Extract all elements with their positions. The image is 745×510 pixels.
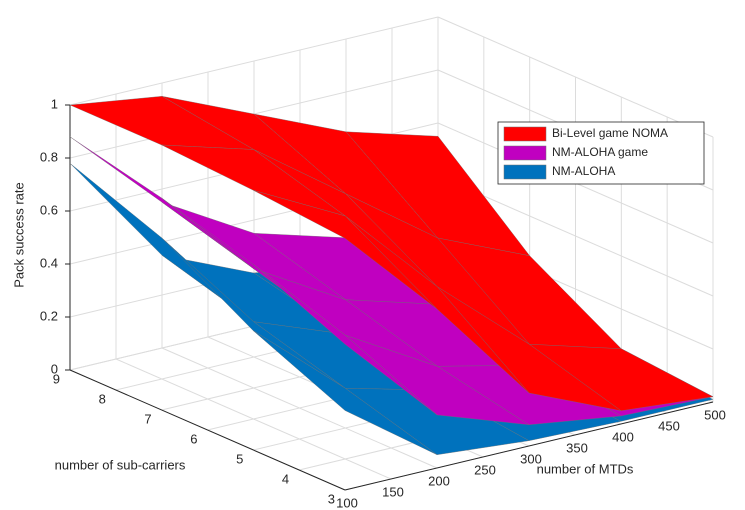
y-tick-label: 9 [53, 371, 60, 386]
y-axis-label: number of sub-carriers [55, 457, 186, 472]
legend-swatch [503, 164, 547, 180]
axis-line [344, 401, 714, 491]
x-tick-label: 200 [428, 473, 450, 488]
z-tick-label: 1 [51, 96, 58, 111]
x-tick-label: 150 [382, 484, 404, 499]
y-tick-label: 8 [99, 391, 106, 406]
x-tick-label: 450 [658, 418, 680, 433]
x-tick-label: 350 [566, 440, 588, 455]
z-tick-label: 0 [51, 361, 58, 376]
axis-line [69, 369, 346, 491]
z-tick-label: 0.6 [40, 202, 58, 217]
y-tick-label: 4 [282, 471, 289, 486]
x-tick-label: 250 [474, 462, 496, 477]
y-tick-label: 3 [328, 491, 335, 506]
surface-patch [253, 330, 438, 455]
legend: Bi-Level game NOMA NM-ALOHA game NM-ALOHA [497, 121, 705, 185]
x-axis-label: number of MTDs [537, 461, 634, 476]
legend-label: Bi-Level game NOMA [552, 126, 668, 140]
z-tick-label: 0.4 [40, 255, 58, 270]
legend-swatch [503, 145, 547, 161]
legend-swatch [503, 126, 547, 142]
surface-patch [253, 190, 438, 310]
x-tick-label: 400 [612, 429, 634, 444]
y-tick-label: 7 [144, 411, 151, 426]
z-tick-label: 0.8 [40, 149, 58, 164]
x-tick-label: 300 [520, 451, 542, 466]
z-tick-label: 0.2 [40, 308, 58, 323]
y-tick-label: 6 [190, 431, 197, 446]
x-tick-label: 500 [704, 407, 726, 422]
x-tick-label: 100 [336, 495, 358, 510]
surface-patch [253, 264, 438, 416]
legend-label: NM-ALOHA game [552, 145, 648, 159]
legend-label: NM-ALOHA [552, 164, 615, 178]
z-axis-label: Pack success rate [11, 182, 26, 288]
y-tick-label: 5 [236, 451, 243, 466]
